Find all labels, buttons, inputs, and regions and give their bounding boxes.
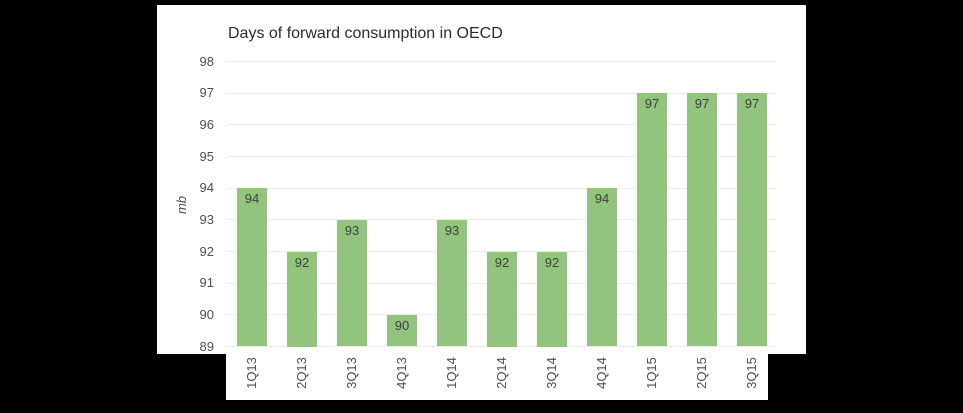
bar xyxy=(487,251,517,347)
gridline xyxy=(226,187,776,189)
bar-value-label: 93 xyxy=(344,222,360,238)
bar xyxy=(237,188,267,347)
bar xyxy=(437,219,467,347)
bar-value-label: 90 xyxy=(394,317,410,333)
bar xyxy=(287,251,317,347)
bar-value-label: 94 xyxy=(594,191,610,207)
x-tick-label: 2Q14 xyxy=(494,357,509,389)
x-tick-label: 3Q13 xyxy=(344,357,359,389)
x-tick-label: 1Q13 xyxy=(244,357,259,389)
gridline xyxy=(226,219,776,221)
x-tick-label: 2Q13 xyxy=(294,357,309,389)
y-axis-label: mb xyxy=(174,195,189,215)
y-tick-label: 97 xyxy=(199,85,214,101)
gridline xyxy=(226,156,776,157)
y-tick-label: 91 xyxy=(199,275,214,291)
x-tick-label: 1Q15 xyxy=(644,357,659,389)
bar xyxy=(537,251,567,347)
bar-value-label: 97 xyxy=(744,96,760,112)
gridline xyxy=(226,61,776,62)
bar-value-label: 92 xyxy=(494,254,510,270)
bar xyxy=(637,93,667,347)
x-tick-label: 3Q15 xyxy=(744,357,759,389)
bar xyxy=(587,188,617,347)
y-tick-label: 89 xyxy=(199,338,214,354)
x-tick-label: 1Q14 xyxy=(444,357,459,389)
bar-value-label: 97 xyxy=(694,96,710,112)
y-tick-label: 95 xyxy=(199,148,214,164)
y-tick-label: 93 xyxy=(199,211,214,227)
y-tick-label: 90 xyxy=(199,306,214,322)
gridline xyxy=(226,92,776,94)
bar-value-label: 92 xyxy=(294,254,310,270)
bar-value-label: 93 xyxy=(444,222,460,238)
bar-value-label: 92 xyxy=(544,254,560,270)
gridline xyxy=(226,124,776,126)
bar xyxy=(337,219,367,347)
bar-value-label: 97 xyxy=(644,96,660,112)
chart-title: Days of forward consumption in OECD xyxy=(228,25,503,42)
x-tick-label: 4Q14 xyxy=(594,357,609,389)
x-axis-label-panel xyxy=(226,354,768,400)
x-tick-label: 4Q13 xyxy=(394,357,409,389)
bar xyxy=(737,93,767,347)
y-tick-label: 96 xyxy=(199,116,214,132)
bar xyxy=(387,314,417,347)
y-tick-label: 98 xyxy=(199,53,214,69)
bar xyxy=(687,93,717,347)
x-tick-label: 3Q14 xyxy=(544,357,559,389)
gridline xyxy=(226,346,776,347)
y-tick-label: 92 xyxy=(199,243,214,259)
x-tick-label: 2Q15 xyxy=(694,357,709,389)
bar-value-label: 94 xyxy=(244,191,260,207)
y-tick-label: 94 xyxy=(199,180,214,196)
